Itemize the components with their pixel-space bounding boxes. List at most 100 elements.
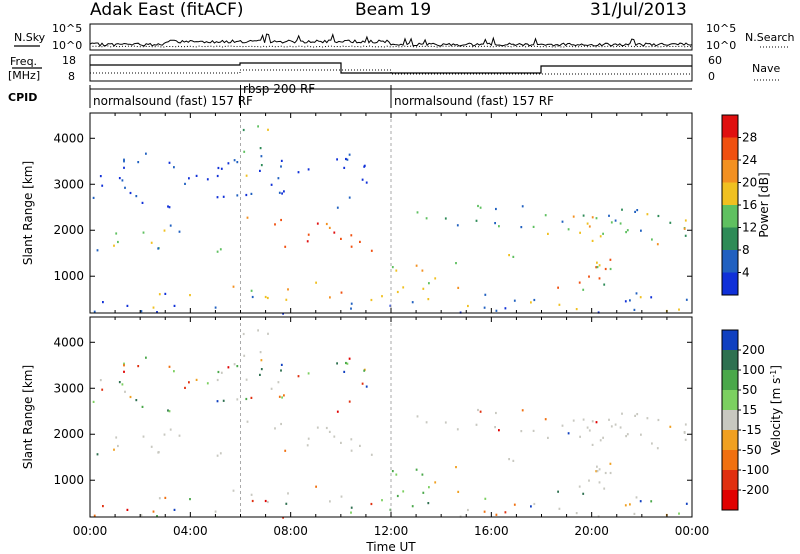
- power-cell: [129, 191, 132, 195]
- power-cell: [626, 229, 629, 232]
- power-cell: [266, 296, 269, 300]
- velocity-cell: [137, 365, 140, 368]
- velocity-cell: [246, 420, 249, 423]
- velocity-cell: [428, 486, 430, 489]
- power-colorbar-label: Power [dB]: [757, 172, 771, 237]
- velocity-cell: [567, 432, 570, 435]
- velocity-cell: [484, 497, 487, 500]
- nave-tick-bottom: 0: [708, 70, 715, 83]
- x-tick-label: 12:00: [374, 524, 409, 538]
- power-cell: [422, 287, 425, 290]
- power-cell: [477, 204, 479, 208]
- power-y-label: Slant Range [km]: [21, 161, 35, 265]
- velocity-cell: [92, 400, 95, 403]
- power-cell: [145, 152, 147, 155]
- freq-label: Freq.: [10, 55, 37, 68]
- power-cell: [402, 286, 405, 289]
- velocity-cell: [614, 423, 617, 426]
- velocity-y-axis: 1000 2000 3000 4000: [53, 335, 692, 487]
- power-cell: [157, 247, 160, 250]
- power-cell: [494, 222, 496, 225]
- velocity-cell: [118, 381, 121, 384]
- velocity-cell: [422, 491, 425, 494]
- velocity-cell: [233, 363, 236, 366]
- power-cell: [609, 258, 612, 261]
- power-cell: [140, 310, 143, 313]
- velocity-cell: [260, 359, 263, 362]
- power-cell: [572, 215, 575, 218]
- power-cell: [126, 304, 129, 307]
- velocity-cell: [586, 426, 589, 429]
- velocity-cell: [121, 383, 124, 386]
- colorbar-segment: [722, 450, 738, 470]
- power-cell: [582, 214, 585, 217]
- velocity-cell: [280, 369, 282, 372]
- velocity-cell: [348, 357, 351, 360]
- velocity-cell: [227, 366, 230, 369]
- freq-trace: [90, 62, 692, 74]
- velocity-cell: [609, 462, 612, 465]
- velocity-cell: [280, 363, 283, 366]
- power-cell: [307, 168, 310, 171]
- velocity-cell: [624, 504, 627, 507]
- power-cell: [216, 250, 219, 253]
- velocity-colorbar-label: Velocity [m s-1]: [769, 365, 783, 455]
- power-cell: [113, 244, 115, 247]
- power-cell: [498, 225, 500, 228]
- velocity-cell: [427, 502, 430, 505]
- velocity-cell: [164, 496, 167, 499]
- colorbar-segment: [722, 330, 738, 350]
- power-cell: [259, 147, 262, 150]
- velocity-cell: [685, 502, 688, 505]
- velocity-cell: [434, 481, 437, 484]
- power-cell: [636, 209, 639, 212]
- power-cell: [315, 281, 317, 284]
- power-cell: [609, 267, 612, 271]
- velocity-cell: [306, 444, 309, 447]
- power-cell: [216, 196, 219, 199]
- velocity-cell: [588, 429, 591, 432]
- velocity-cell: [115, 436, 118, 439]
- power-cell: [220, 167, 223, 170]
- velocity-cell: [639, 500, 642, 503]
- power-cell: [92, 196, 95, 199]
- velocity-cell: [575, 512, 578, 515]
- power-cell: [184, 182, 186, 185]
- power-cell: [596, 266, 599, 269]
- velocity-cell: [582, 418, 585, 421]
- velocity-cell: [250, 396, 253, 399]
- velocity-cell: [266, 500, 269, 504]
- velocity-cell: [157, 451, 160, 454]
- power-cell: [508, 254, 510, 257]
- colorbar-tick-label: -50: [742, 443, 762, 457]
- velocity-cell: [350, 506, 353, 509]
- power-cell: [547, 232, 549, 235]
- velocity-cell: [370, 453, 373, 456]
- power-cell: [625, 231, 627, 234]
- power-cell: [259, 169, 261, 172]
- velocity-cell: [99, 379, 102, 382]
- power-cell: [650, 296, 653, 299]
- power-cell: [557, 286, 559, 289]
- y-tick-label: 3000: [53, 381, 84, 395]
- colorbar-segment: [722, 470, 738, 490]
- velocity-cell: [245, 397, 248, 401]
- power-cell: [115, 232, 118, 235]
- power-cell: [608, 214, 610, 217]
- power-cell: [396, 290, 399, 294]
- power-cell: [150, 241, 153, 244]
- power-cell: [168, 206, 171, 209]
- velocity-cell: [456, 428, 459, 431]
- cpid-program-2: rbsp 200 RF: [243, 82, 315, 96]
- power-cell: [416, 211, 419, 214]
- power-cell: [325, 222, 328, 226]
- colorbar-tick-label: 100: [742, 363, 765, 377]
- power-cell: [365, 181, 368, 184]
- velocity-cell: [316, 426, 319, 429]
- power-cell: [281, 192, 283, 195]
- velocity-cell: [504, 511, 507, 514]
- velocity-cell: [282, 516, 284, 519]
- velocity-cell: [402, 490, 405, 493]
- velocity-cell: [156, 515, 158, 518]
